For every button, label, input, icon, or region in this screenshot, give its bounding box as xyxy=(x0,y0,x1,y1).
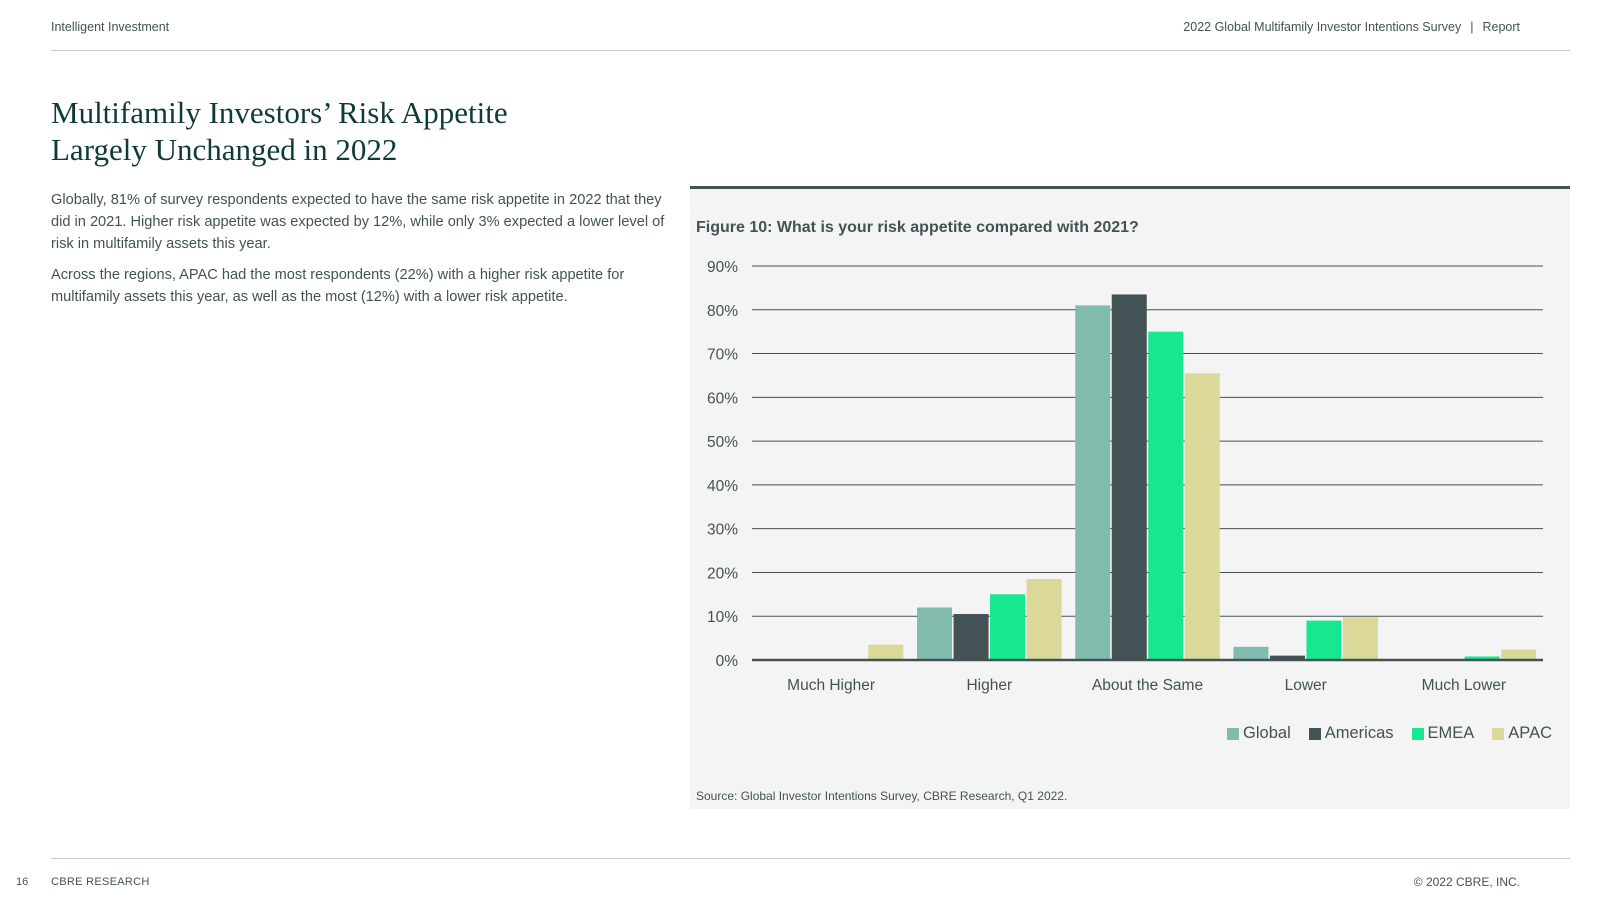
page-title-line-1: Multifamily Investors’ Risk Appetite xyxy=(51,95,508,130)
x-category-label: Higher xyxy=(966,677,1012,694)
header-report-title: 2022 Global Multifamily Investor Intenti… xyxy=(1183,20,1520,34)
x-category-label: Lower xyxy=(1285,677,1327,694)
legend-item: Global xyxy=(1227,724,1291,743)
bar xyxy=(1269,655,1305,660)
chart-legend: Global Americas EMEA APAC xyxy=(1227,724,1552,743)
legend-label: Global xyxy=(1243,724,1291,742)
legend-label: Americas xyxy=(1324,724,1394,742)
x-category-label: About the Same xyxy=(1092,677,1203,694)
bar xyxy=(868,644,904,660)
page-title-line-2: Largely Unchanged in 2022 xyxy=(51,132,398,167)
y-tick-label: 30% xyxy=(707,522,738,539)
y-tick-label: 10% xyxy=(707,609,738,626)
x-category-label: Much Lower xyxy=(1422,677,1506,694)
legend-swatch xyxy=(1227,727,1240,740)
y-tick-label: 70% xyxy=(707,347,738,364)
legend-item: APAC xyxy=(1492,724,1552,743)
y-tick-label: 90% xyxy=(707,259,738,276)
header-brand: Intelligent Investment xyxy=(51,20,170,34)
page-title: Multifamily Investors’ Risk Appetite Lar… xyxy=(51,94,611,168)
bar xyxy=(953,614,989,660)
header-section-label: Report xyxy=(1482,20,1520,34)
bar xyxy=(1342,617,1378,660)
bar xyxy=(1233,646,1269,660)
bar xyxy=(1306,620,1342,660)
bar xyxy=(1501,649,1537,660)
paragraph-2: Across the regions, APAC had the most re… xyxy=(51,267,625,305)
paragraph-1: Globally, 81% of survey respondents expe… xyxy=(51,192,665,252)
legend-label: EMEA xyxy=(1427,724,1475,742)
bar xyxy=(917,607,953,660)
legend-swatch xyxy=(1492,727,1505,740)
bar xyxy=(990,594,1026,660)
bar xyxy=(1464,656,1500,660)
footer-brand: CBRE RESEARCH xyxy=(51,876,150,888)
y-tick-label: 40% xyxy=(707,478,738,495)
figure-title: Figure 10: What is your risk appetite co… xyxy=(696,219,1139,236)
legend-item: EMEA xyxy=(1411,724,1475,743)
bar xyxy=(1075,305,1111,660)
bar xyxy=(1026,579,1062,660)
page-number: 16 xyxy=(16,876,29,888)
y-tick-label: 50% xyxy=(707,434,738,451)
header-separator: | xyxy=(1470,20,1474,34)
bar-chart: 0% 10% 20% 30% 40% 50% 60% 70% 80% 90% Much Higher… xyxy=(707,259,1543,694)
footer-divider xyxy=(51,858,1570,859)
figure-source: Source: Global Investor Intentions Surve… xyxy=(696,789,1068,803)
bar xyxy=(1148,331,1184,660)
figure-panel: Figure 10: What is your risk appetite co… xyxy=(690,186,1570,809)
bar xyxy=(1111,294,1147,660)
header-survey-name: 2022 Global Multifamily Investor Intenti… xyxy=(1183,20,1462,34)
y-tick-label: 80% xyxy=(707,303,738,320)
y-tick-label: 20% xyxy=(707,565,738,582)
legend-swatch xyxy=(1308,727,1321,740)
body-text: Globally, 81% of survey respondents expe… xyxy=(51,189,666,317)
legend-label: APAC xyxy=(1508,724,1552,742)
y-tick-label: 0% xyxy=(716,653,739,670)
bar xyxy=(1184,373,1220,660)
legend-item: Americas xyxy=(1308,724,1394,743)
header-divider xyxy=(51,50,1570,51)
legend-swatch xyxy=(1411,727,1424,740)
x-category-label: Much Higher xyxy=(787,677,875,694)
footer-copyright: © 2022 CBRE, INC. xyxy=(1413,875,1520,889)
y-tick-label: 60% xyxy=(707,390,738,407)
